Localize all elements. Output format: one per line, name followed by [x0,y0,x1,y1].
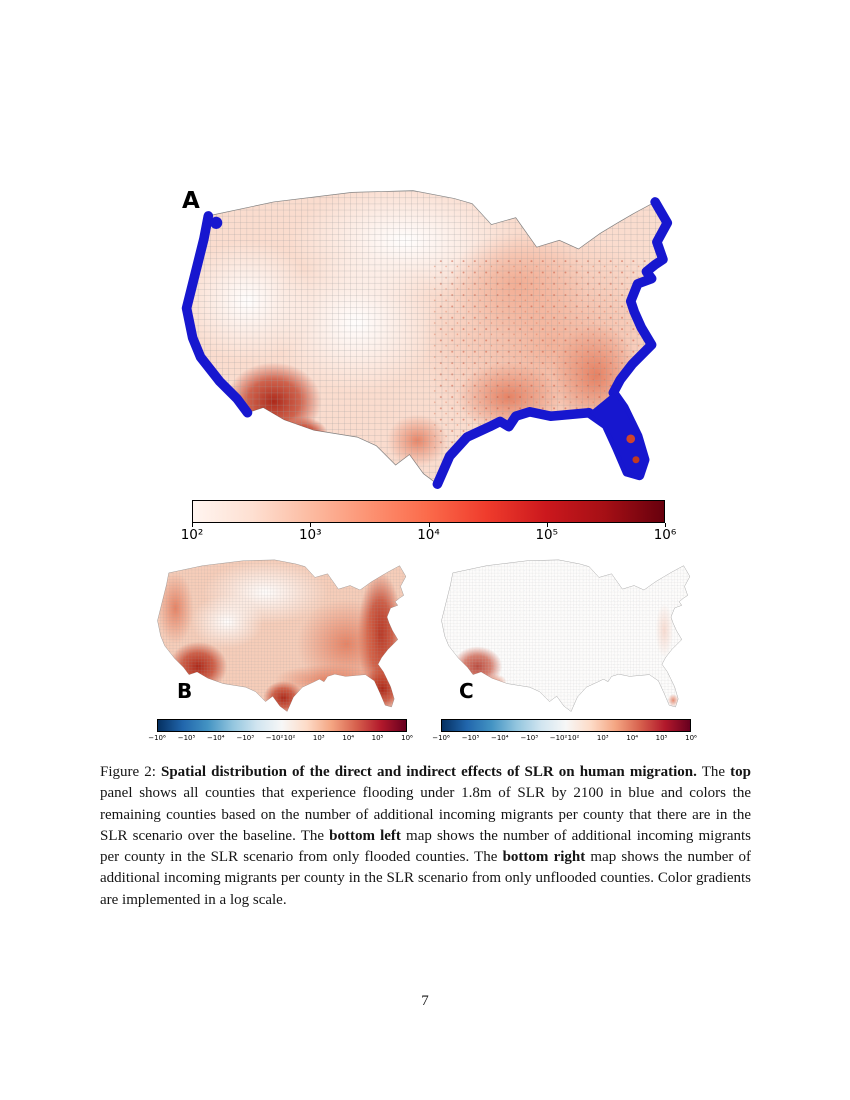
tick-label: −10⁵ [461,734,480,742]
colorbar-top-reds [192,500,665,523]
tick-mark [665,523,666,527]
colorbar-bottom-right-ticks: −10⁶ −10⁵ −10⁴ −10³ −10² 10² 10³ 10⁴ 10⁵… [432,734,697,746]
tick-label: −10² [549,734,568,742]
colorbar-bottom-left-diverging [157,719,407,732]
tick-label: −10⁴ [206,734,225,742]
tick-label: 10⁴ [342,734,355,742]
tick-mark [192,523,193,527]
colorbar-bottom-right-diverging [441,719,691,732]
tick-label: −10⁶ [148,734,166,742]
map-panel-b-choropleth [157,559,407,712]
tick-label: 10⁵ [655,734,668,742]
panel-a-label: A [182,188,200,214]
map-panel-a-choropleth [181,190,673,489]
tick-label: −10⁴ [490,734,509,742]
tick-label: 10³ [298,527,322,543]
tick-label: 10⁴ [417,527,440,543]
tick-label: 10² [180,527,204,543]
tick-label: 10² [567,734,580,742]
tick-label: 10² [283,734,296,742]
colorbar-bottom-left-ticks: −10⁶ −10⁵ −10⁴ −10³ −10² 10² 10³ 10⁴ 10⁵… [148,734,413,746]
tick-label: 10³ [312,734,325,742]
tick-label: 10⁶ [401,734,413,742]
tick-label: 10⁴ [626,734,639,742]
tick-mark [310,523,312,527]
panel-c-label: C [459,679,474,703]
tick-label: 10⁵ [371,734,384,742]
tick-label: 10⁵ [535,527,559,543]
tick-label: 10³ [596,734,609,742]
colorbar-top-ticks: 10² 10³ 10⁴ 10⁵ 10⁶ [181,523,676,547]
panel-b-label: B [177,679,193,703]
map-panel-c-choropleth [441,559,691,712]
tick-label: −10³ [236,734,255,742]
tick-label: −10⁶ [432,734,450,742]
tick-label: −10³ [520,734,539,742]
figure-caption: Figure 2: Spatial distribution of the di… [100,764,751,908]
tick-label: −10² [265,734,284,742]
page-number: 7 [421,993,429,1009]
tick-label: −10⁵ [177,734,196,742]
tick-mark [546,523,548,527]
tick-label: 10⁶ [653,527,677,543]
tick-mark [428,523,430,527]
tick-label: 10⁶ [685,734,697,742]
